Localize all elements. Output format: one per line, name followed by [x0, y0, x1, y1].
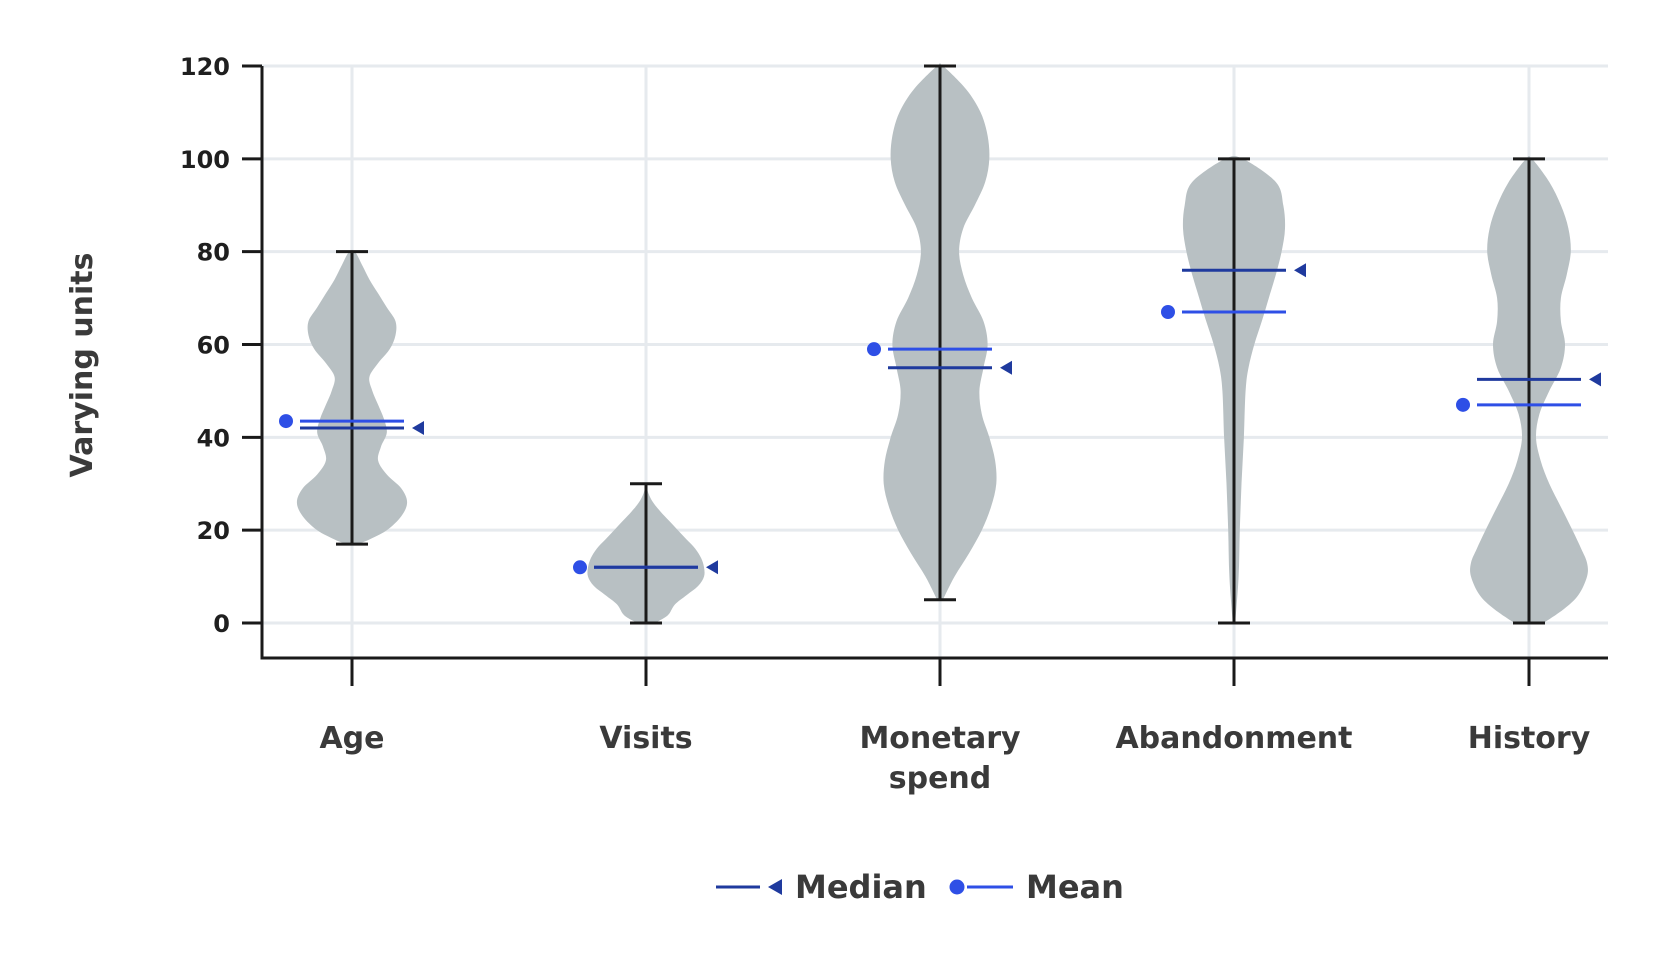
mean-marker-abandonment: [1161, 305, 1175, 320]
legend-median-label: Median: [795, 868, 927, 906]
x-tick-label-line: Monetary: [859, 721, 1021, 756]
median-marker-abandonment: [1294, 263, 1306, 278]
x-tick-label-line: spend: [889, 761, 992, 796]
median-marker-age: [412, 421, 424, 436]
x-tick-label-line: Visits: [599, 721, 692, 756]
y-tick-label: 80: [197, 239, 230, 267]
y-axis-title: Varying units: [65, 253, 100, 478]
legend-median-marker: [768, 879, 782, 895]
x-tick-label-line: Abandonment: [1115, 721, 1352, 756]
x-tick-label-line: History: [1468, 721, 1591, 756]
x-tick-label-age: Age: [319, 721, 384, 756]
y-tick-label: 40: [197, 424, 230, 452]
y-tick-label: 120: [180, 53, 230, 81]
x-tick-label-history: History: [1468, 721, 1591, 756]
axes: 0 20 40 60 80 100 120 Age Visits Monetary spend Aba…: [180, 53, 1608, 796]
x-tick-label-line: Age: [319, 721, 384, 756]
markers: [279, 64, 1601, 625]
median-marker-history: [1589, 372, 1601, 387]
mean-marker-history: [1456, 397, 1470, 412]
y-tick-label: 60: [197, 332, 230, 360]
legend-mean-label: Mean: [1026, 868, 1124, 906]
median-marker-visits: [706, 560, 718, 575]
mean-marker-monetary-spend: [867, 342, 881, 357]
y-tick-label: 20: [197, 517, 230, 545]
y-tick-label: 0: [213, 610, 230, 638]
y-tick-label: 100: [180, 146, 230, 174]
legend-mean-marker: [949, 879, 965, 895]
x-tick-label-visits: Visits: [599, 721, 692, 756]
mean-marker-age: [279, 414, 293, 429]
median-marker-monetary-spend: [1000, 360, 1012, 375]
legend: Median Mean: [716, 868, 1124, 906]
x-tick-label-monetary-spend: Monetary spend: [859, 721, 1021, 796]
x-tick-label-abandonment: Abandonment: [1115, 721, 1352, 756]
mean-marker-visits: [573, 560, 587, 575]
